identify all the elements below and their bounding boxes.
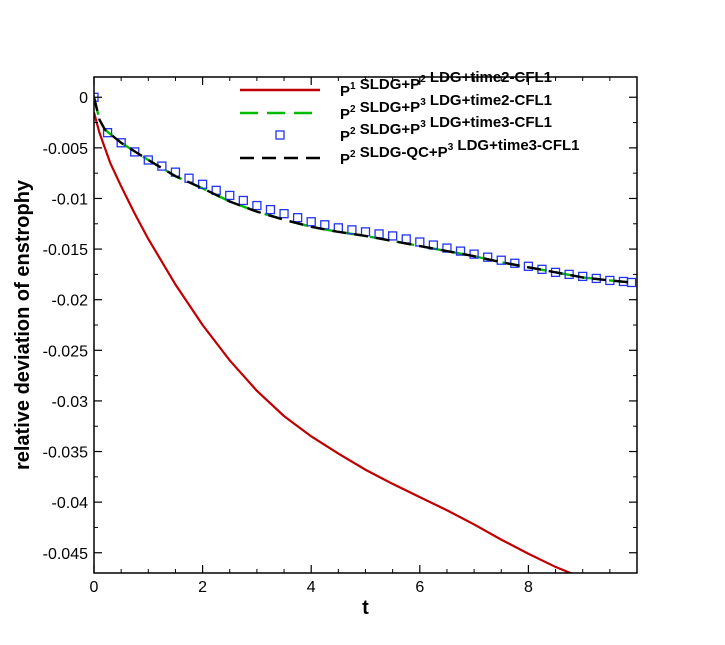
legend-text-part: LDG+time2-CFL1 [426,69,552,86]
y-tick-label: -0.02 [52,293,89,310]
series-2-marker [428,240,439,250]
legend-superscript: 3 [420,97,426,108]
series-2-marker [374,229,384,239]
y-axis-title: relative deviation of enstrophy [12,179,34,470]
x-tick-label: 4 [307,579,316,596]
legend-marker-2 [275,130,285,140]
legend-superscript: 2 [350,126,356,137]
x-tick-label: 2 [198,579,207,596]
x-tick-label: 0 [90,579,99,596]
series-2-marker [130,147,140,157]
series-2-marker [225,190,235,201]
legend-text-part: LDG+time2-CFL1 [426,92,552,109]
series-2-marker [143,155,153,165]
series-2-marker [626,277,637,288]
legend-text-part: LDG+time3-CFL1 [453,137,579,154]
legend-text-part: SLDG+P [356,121,421,138]
series-3-line [94,96,632,284]
y-tick-label: -0.04 [52,495,89,512]
series-2-marker [320,220,330,230]
series-2-marker [197,179,208,189]
legend-label-0: P1 SLDG+P2 LDG+time2-CFL1 [340,69,552,100]
y-tick-label: -0.045 [43,546,88,563]
ticks-layer: 0 2 4 6 8 0 -0.005 -0.01 -0.015 -0.02 -0.025 -0.03 -… [43,77,637,596]
x-axis-title: t [362,597,369,619]
y-tick-label: -0.015 [43,242,88,259]
y-tick-label: -0.025 [43,343,88,360]
series-2-marker [279,209,289,219]
series-2-marker [265,204,276,215]
legend-text-part: P [340,151,350,168]
series-2-marker [347,225,357,235]
y-tick-label: -0.035 [43,445,88,462]
series-2-marker [564,269,574,280]
series-2-marker [306,217,316,227]
legend-superscript: 3 [448,142,454,153]
series-0-line [94,112,574,573]
legend-superscript: 2 [350,104,356,115]
legend-text-part: LDG+time3-CFL1 [426,114,552,131]
series-2-marker [523,261,534,271]
series-2-marker [238,195,248,206]
x-tick-label: 6 [415,579,424,596]
series-2-marker [252,200,262,211]
legend-text-part: P [340,83,350,100]
legend-superscript: 2 [420,74,426,85]
legend-superscript: 3 [420,119,426,130]
x-tick-label: 8 [524,579,533,596]
series-layer [94,92,637,573]
legend-text-part: SLDG+P [356,99,421,116]
legend-superscript: 1 [350,81,356,92]
legend-text-part: SLDG+P [356,76,421,93]
series-2-marker [387,231,398,241]
series-2-marker [102,128,113,138]
legend-label-1: P2 SLDG+P3 LDG+time2-CFL1 [340,92,552,123]
legend-superscript: 2 [350,149,356,160]
series-2-marker [469,249,479,259]
series-2-marker [483,252,493,262]
legend-text-part: P [340,128,350,145]
series-2-marker [415,237,425,247]
series-2-marker [292,213,303,223]
legend-text-part: SLDG-QC+P [356,144,448,161]
y-tick-label: -0.01 [52,191,89,208]
y-tick-label: -0.03 [52,394,89,411]
legend-label-3: P2 SLDG-QC+P3 LDG+time3-CFL1 [340,137,580,168]
series-2-marker [455,246,466,256]
series-2-marker [116,138,126,148]
legend-text-part: P [340,106,350,123]
y-tick-label: -0.005 [43,141,88,158]
legend-label-2: P2 SLDG+P3 LDG+time3-CFL1 [340,114,552,145]
y-tick-label: 0 [79,90,88,107]
series-2-marker [401,234,411,244]
